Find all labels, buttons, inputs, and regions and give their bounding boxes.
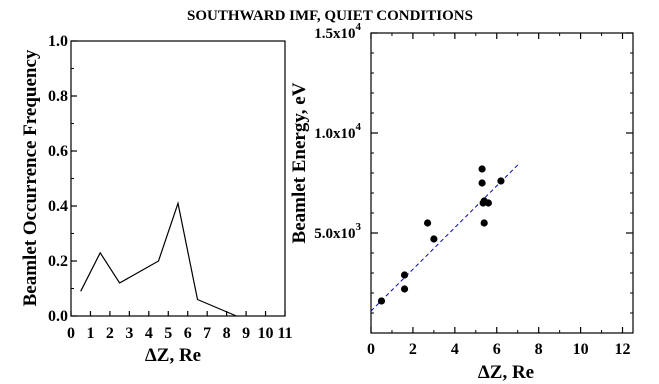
left-x-tick-label: 11 (277, 325, 292, 342)
right-x-axis-label: ΔZ, Re (478, 362, 534, 383)
left-y-tick-label: 0.4 (48, 198, 68, 215)
left-y-tick-label: 0.8 (48, 88, 68, 105)
left-x-tick-label: 1 (86, 325, 94, 342)
left-x-tick-label: 5 (164, 325, 172, 342)
right-x-tick-label: 0 (367, 341, 375, 358)
scatter-point (497, 177, 505, 185)
right-x-tick-label: 10 (573, 341, 589, 358)
scatter-point (400, 285, 409, 293)
left-chart: 0.0 0.2 0.4 0.6 0.8 1.0 0 1 2 3 4 5 6 7 8 9 10 11 Beamle… (20, 33, 293, 366)
scatter-point (377, 297, 386, 305)
left-y-tick-label: 1.0 (48, 33, 68, 50)
right-y-tick-exponent: 4 (356, 21, 362, 33)
left-x-tick-label: 3 (125, 325, 133, 342)
right-plot-frame (370, 32, 634, 334)
scatter-points (377, 165, 505, 305)
scatter-point (479, 199, 487, 207)
left-x-tick-label: 10 (258, 325, 274, 342)
left-x-tick-label: 6 (184, 325, 192, 342)
left-x-tick-label: 4 (145, 325, 153, 342)
left-y-ticks: 0.0 0.2 0.4 0.6 0.8 1.0 (48, 33, 77, 325)
right-y-tick-label: 1.0x104 (314, 121, 361, 142)
left-x-tick-label: 8 (223, 325, 231, 342)
right-x-tick-label: 4 (451, 341, 459, 358)
scatter-point (478, 165, 486, 173)
right-x-ticks: 0 2 4 6 8 10 12 (367, 33, 631, 358)
right-x-tick-label: 8 (535, 341, 543, 358)
right-y-tick-exponent: 4 (356, 121, 362, 133)
left-x-tick-label: 7 (203, 325, 211, 342)
right-y-tick-label: 1.5x104 (314, 21, 361, 42)
figure-title: SOUTHWARD IMF, QUIET CONDITIONS (187, 8, 473, 24)
right-y-tick-mantissa: 1.5x10 (314, 26, 355, 42)
right-y-axis-label: Beamlet Energy, eV (289, 82, 310, 243)
right-y-tick-exponent: 3 (356, 221, 362, 233)
scatter-point (480, 219, 488, 227)
left-x-axis-label: ΔZ, Re (145, 345, 201, 366)
left-y-tick-label: 0.6 (48, 143, 68, 160)
scatter-point (423, 219, 432, 227)
right-x-tick-label: 6 (493, 341, 501, 358)
scatter-point (478, 179, 486, 187)
scatter-point (400, 271, 409, 279)
left-x-ticks: 0 1 2 3 4 5 6 7 8 9 10 11 (67, 311, 293, 342)
scatter-point (430, 235, 438, 243)
left-x-tick-label: 2 (106, 325, 114, 342)
left-y-axis-label: Beamlet Occurrence Frequency (20, 49, 41, 306)
left-y-tick-label: 0.0 (48, 308, 68, 325)
fit-line (370, 164, 519, 312)
left-x-tick-label: 9 (242, 325, 250, 342)
right-x-tick-label: 2 (409, 341, 417, 358)
left-y-tick-label: 0.2 (48, 253, 68, 270)
left-x-tick-label: 0 (67, 325, 75, 342)
right-y-tick-mantissa: 1.0x10 (314, 126, 355, 142)
right-y-tick-mantissa: 5.0x10 (314, 226, 355, 242)
scatter-point (484, 199, 492, 207)
left-plot-frame (70, 40, 286, 317)
right-x-tick-label: 12 (615, 341, 631, 358)
right-y-tick-label: 5.0x103 (314, 221, 361, 242)
left-series-line (80, 200, 237, 317)
